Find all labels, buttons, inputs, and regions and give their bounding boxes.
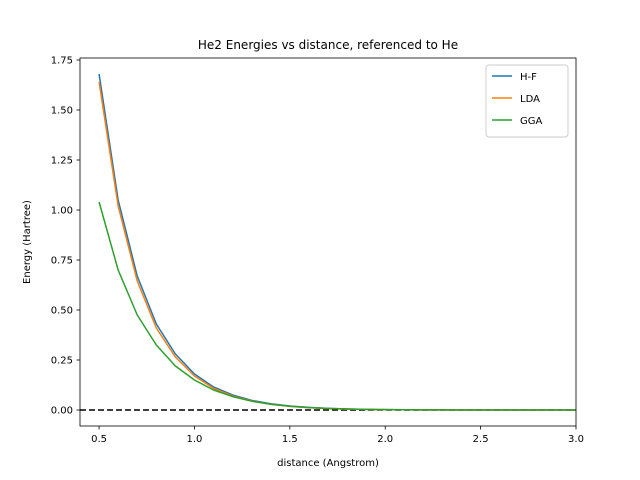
axes-frame — [79, 57, 577, 427]
y-axis-label: Energy (Hartree) — [22, 200, 33, 284]
x-tick-label: 2.5 — [473, 434, 489, 445]
x-tick-label: 1.5 — [282, 434, 298, 445]
y-tick-label: 0.25 — [51, 356, 73, 367]
legend-box — [485, 64, 569, 138]
y-tick-label: 1.75 — [51, 56, 73, 67]
legend-label: GGA — [520, 116, 542, 127]
plot-area — [80, 73, 576, 411]
series-line-gga — [98, 201, 576, 411]
x-tick-label: 1.0 — [187, 434, 203, 445]
legend-label: H-F — [520, 72, 537, 83]
legend: H-F LDA GGA — [485, 64, 569, 138]
x-axis-label: distance (Angstrom) — [277, 458, 379, 469]
y-tick-label: 0.00 — [51, 406, 73, 417]
x-tick-label: 3.0 — [568, 434, 584, 445]
y-tick-label: 0.75 — [51, 256, 73, 267]
y-axis: 0.00 0.25 0.50 0.75 1.00 1.25 1.50 1.75 — [51, 56, 80, 417]
y-tick-label: 1.50 — [51, 106, 73, 117]
legend-label: LDA — [520, 94, 540, 105]
x-tick-label: 0.5 — [91, 434, 107, 445]
y-tick-label: 1.00 — [51, 206, 73, 217]
y-tick-label: 1.25 — [51, 156, 73, 167]
chart-title: He2 Energies vs distance, referenced to … — [198, 38, 458, 52]
x-tick-label: 2.0 — [377, 434, 393, 445]
x-axis: 0.5 1.0 1.5 2.0 2.5 3.0 — [91, 426, 584, 445]
y-tick-label: 0.50 — [51, 306, 73, 317]
